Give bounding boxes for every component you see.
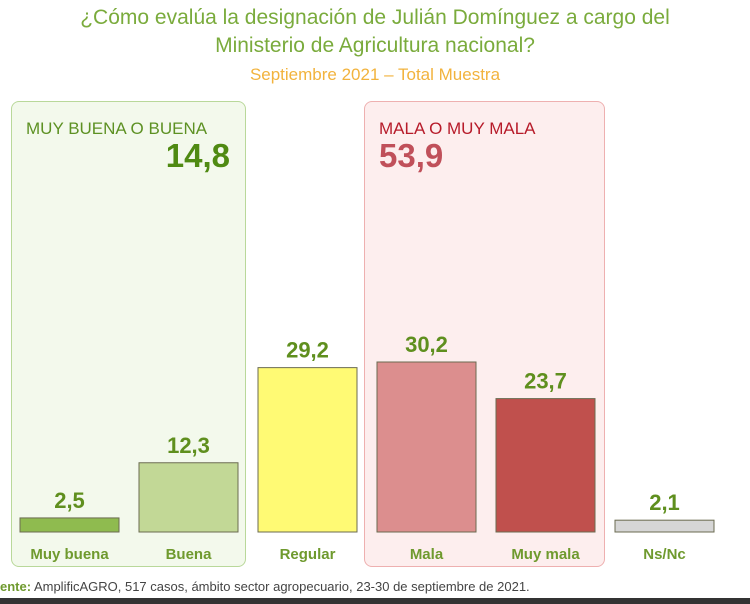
negative-group-label: MALA O MUY MALA xyxy=(379,119,536,138)
footer-source: ente: AmplificAGRO, 517 casos, ámbito se… xyxy=(0,579,530,594)
data-label: 23,7 xyxy=(524,369,567,394)
bar-ns-nc xyxy=(614,519,715,533)
bar-muy-mala xyxy=(495,398,596,533)
footer-prefix: ente: xyxy=(0,579,32,594)
category-label: Ns/Nc xyxy=(643,546,686,563)
positive-group-label: MUY BUENA O BUENA xyxy=(26,119,208,138)
bar-regular xyxy=(257,367,358,533)
data-label: 2,5 xyxy=(54,488,85,513)
negative-group-value: 53,9 xyxy=(379,137,444,174)
data-label: 29,2 xyxy=(286,338,329,363)
bottom-bar xyxy=(0,598,750,604)
data-label: 30,2 xyxy=(405,332,448,357)
chart-title-line1: ¿Cómo evalúa la designación de Julián Do… xyxy=(80,6,670,29)
chart-title-line2: Ministerio de Agricultura nacional? xyxy=(215,34,535,57)
chart-subtitle: Septiembre 2021 – Total Muestra xyxy=(249,65,501,84)
category-label: Muy buena xyxy=(30,546,109,563)
category-label: Muy mala xyxy=(511,546,580,563)
positive-group-value: 14,8 xyxy=(165,137,230,174)
category-label: Regular xyxy=(280,546,336,563)
bar-muy-buena xyxy=(19,517,120,533)
bar-mala xyxy=(376,361,477,533)
category-label: Buena xyxy=(166,546,213,563)
data-label: 12,3 xyxy=(167,433,210,458)
bar-buena xyxy=(138,462,239,533)
footer-text: AmplificAGRO, 517 casos, ámbito sector a… xyxy=(31,579,530,594)
data-label: 2,1 xyxy=(649,490,680,515)
category-label: Mala xyxy=(410,546,444,563)
